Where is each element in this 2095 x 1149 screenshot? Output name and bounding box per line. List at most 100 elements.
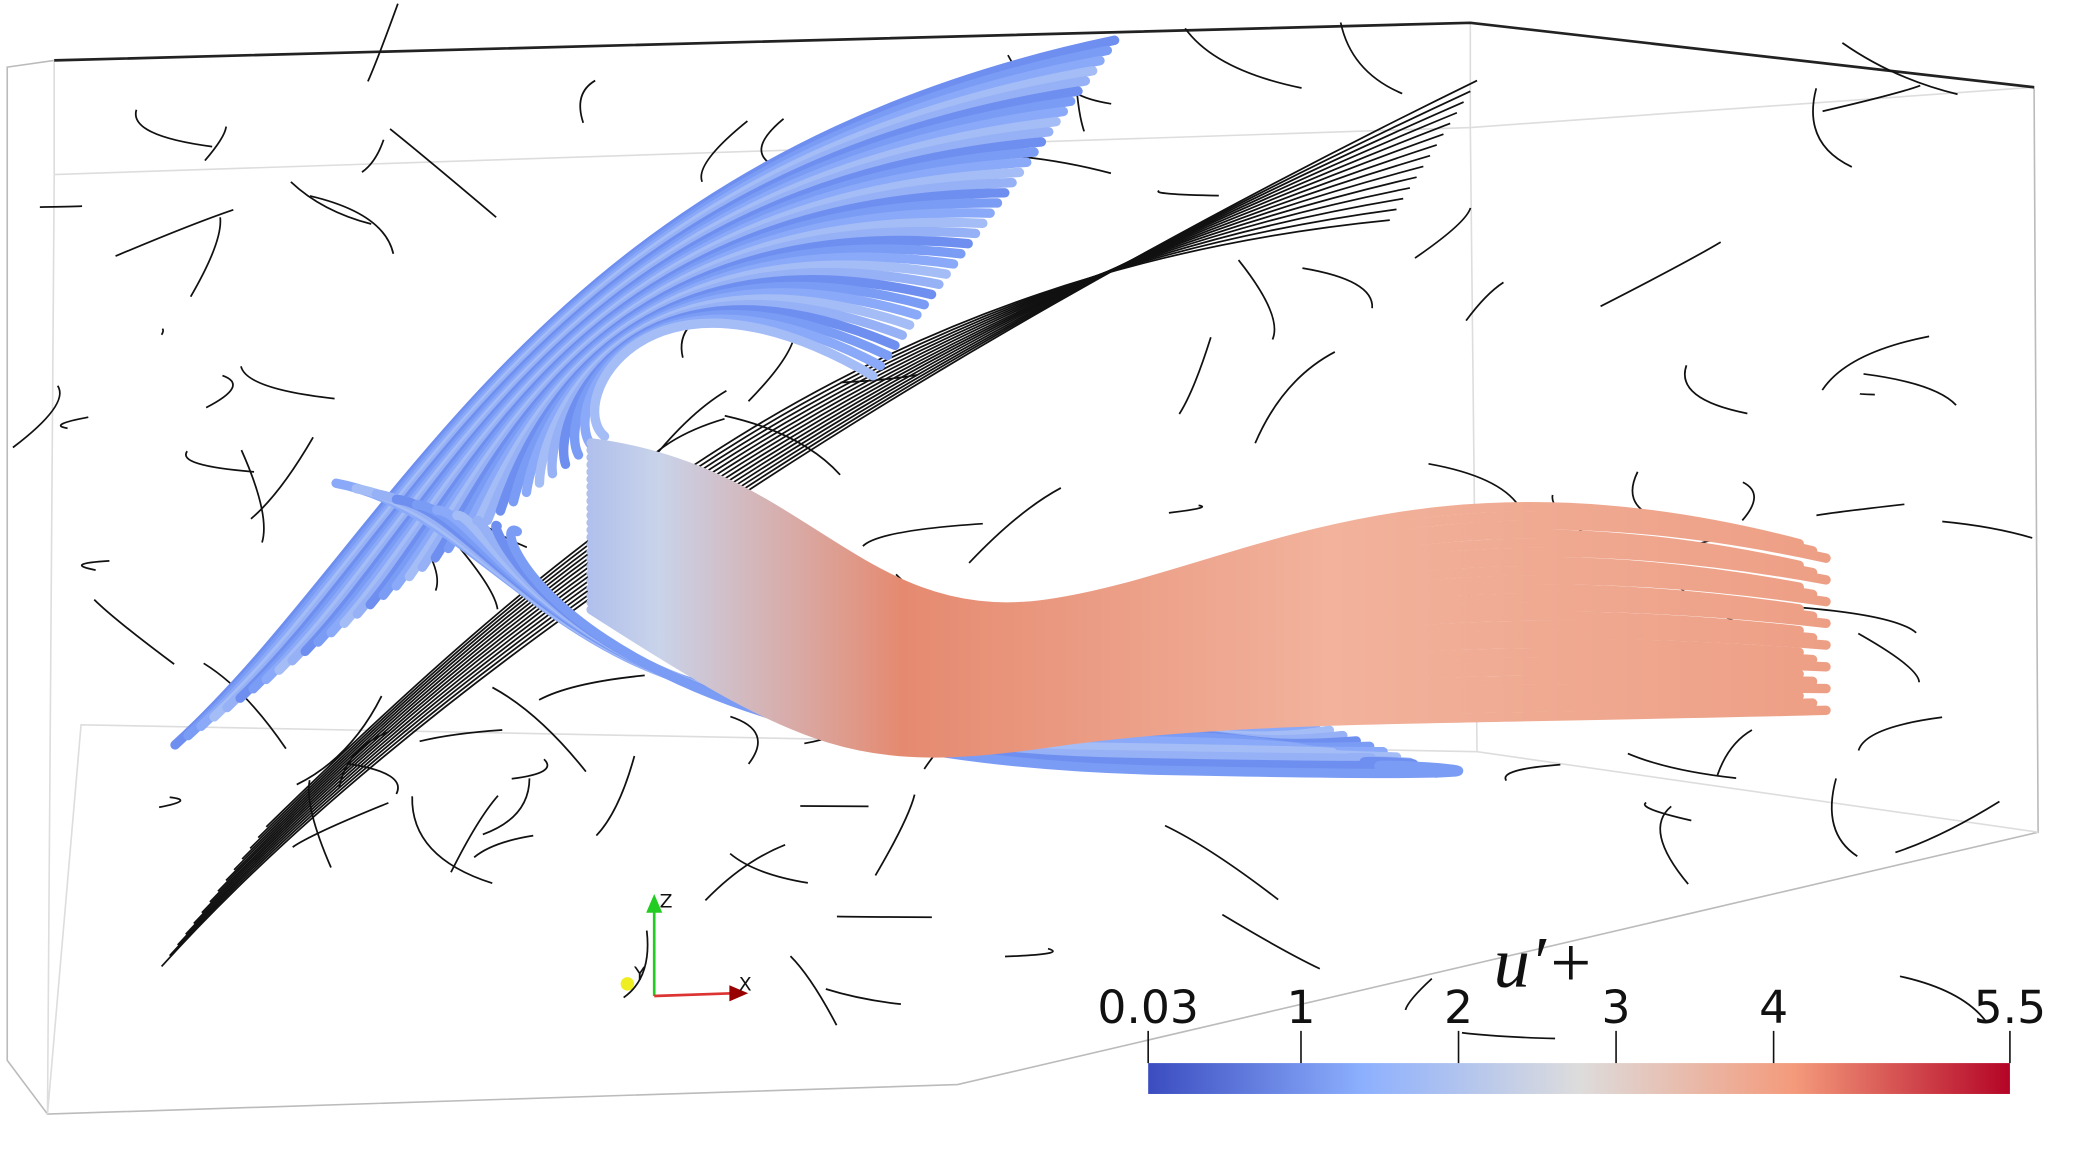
vortex-line xyxy=(874,794,916,876)
vortex-line xyxy=(189,217,222,298)
vortex-line xyxy=(1841,42,1958,96)
vortex-line xyxy=(1461,1031,1556,1040)
vortex-line xyxy=(257,208,1397,839)
vortex-line xyxy=(12,385,61,449)
vortex-line xyxy=(511,758,549,780)
vortex-line xyxy=(1627,752,1737,780)
vortex-line xyxy=(473,834,534,858)
colorbar-tick-label: 4 xyxy=(1759,981,1788,1034)
vortex-line xyxy=(1504,763,1561,782)
colorbar-label: u′+ xyxy=(1494,922,1595,1003)
vortex-line xyxy=(1716,729,1753,776)
vortex-line xyxy=(1899,975,1988,1024)
vortex-line xyxy=(250,436,314,520)
vortex-line xyxy=(158,796,182,809)
streamline xyxy=(586,481,1804,649)
vortex-line xyxy=(249,197,1404,849)
vortex-line xyxy=(1414,207,1472,259)
streamline xyxy=(586,575,1818,731)
vortex-line xyxy=(836,915,932,919)
vortex-line xyxy=(389,128,497,218)
vortex-line xyxy=(1184,27,1302,89)
vortex-line xyxy=(700,120,748,183)
vortex-line xyxy=(704,843,786,902)
colorbar-tick-label: 2 xyxy=(1444,981,1473,1034)
vortex-line xyxy=(1659,805,1689,885)
streamline xyxy=(586,438,1804,612)
vortex-line xyxy=(290,181,372,225)
vortex-line xyxy=(1797,606,1917,634)
streamline xyxy=(586,568,1804,725)
streamline xyxy=(586,590,1804,745)
streamline xyxy=(586,597,1818,751)
vortex-line xyxy=(1863,373,1957,406)
vortex-line xyxy=(482,778,531,836)
streamline xyxy=(586,532,1818,693)
axes-triad: Z Y X xyxy=(620,891,752,1002)
vortex-line xyxy=(204,126,227,162)
streamline xyxy=(506,525,1464,779)
streamline xyxy=(586,539,1831,699)
vortex-line xyxy=(1221,913,1321,970)
vortex-line xyxy=(1895,800,2000,854)
vortex-line xyxy=(724,414,841,476)
y-label: Y xyxy=(633,964,646,985)
vortex-line xyxy=(185,450,255,473)
vortex-line xyxy=(450,795,499,873)
vortex-line xyxy=(455,543,499,610)
vortex-line xyxy=(1428,462,1520,507)
vortex-line xyxy=(419,729,503,743)
vortex-line xyxy=(968,487,1062,564)
colorbar-tick-label: 3 xyxy=(1602,981,1631,1034)
vortex-line xyxy=(205,374,234,409)
vortex-line xyxy=(1168,504,1204,514)
vortex-line xyxy=(233,176,1417,871)
streamline xyxy=(586,503,1804,668)
vortex-line xyxy=(1339,22,1403,95)
vortex-line xyxy=(825,988,902,1006)
vortex-line xyxy=(134,109,213,148)
vortex-line xyxy=(729,852,809,884)
streamlines-red xyxy=(586,438,1831,758)
vortex-line xyxy=(115,208,234,257)
colorbar-tick-label: 5.5 xyxy=(1974,981,2047,1034)
colorbar: u′+ 0.03 1 2 3 4 5.5 xyxy=(1097,922,2046,1094)
streamline xyxy=(586,488,1818,655)
streamline xyxy=(586,445,1818,618)
vortex-line xyxy=(1254,351,1336,444)
vortex-line xyxy=(225,165,1424,882)
vortex-line xyxy=(1857,716,1943,751)
vortex-line xyxy=(1404,978,1433,1011)
vortex-line xyxy=(93,599,175,665)
streamline xyxy=(586,604,1831,758)
vortex-line xyxy=(789,955,838,1026)
vortex-line xyxy=(1157,189,1219,197)
vortex-line xyxy=(296,695,383,786)
vortex-line xyxy=(1164,824,1279,901)
vortex-line xyxy=(292,802,389,848)
streamline xyxy=(586,554,1818,712)
streamline xyxy=(586,525,1804,687)
vortex-line xyxy=(492,686,587,773)
vortex-line xyxy=(1019,155,1112,175)
vortex-line xyxy=(240,449,265,543)
vortex-line xyxy=(81,559,110,571)
vortex-line xyxy=(1600,241,1722,308)
vortex-line xyxy=(1812,88,1853,168)
colorbar-scale xyxy=(1148,1063,2010,1094)
vortex-line xyxy=(1684,365,1748,415)
streamline xyxy=(586,561,1831,718)
streamline xyxy=(586,460,1804,631)
streamline xyxy=(586,474,1831,643)
vortex-line xyxy=(1302,267,1374,309)
colorbar-tick-label: 0.03 xyxy=(1097,981,1199,1034)
streamline xyxy=(589,318,878,441)
vortex-line xyxy=(1859,392,1875,396)
vortex-line xyxy=(309,195,395,255)
vortex-line xyxy=(1178,336,1212,415)
vortex-line xyxy=(1816,503,1905,517)
vortex-line xyxy=(623,930,649,999)
vortex-line xyxy=(730,715,759,765)
